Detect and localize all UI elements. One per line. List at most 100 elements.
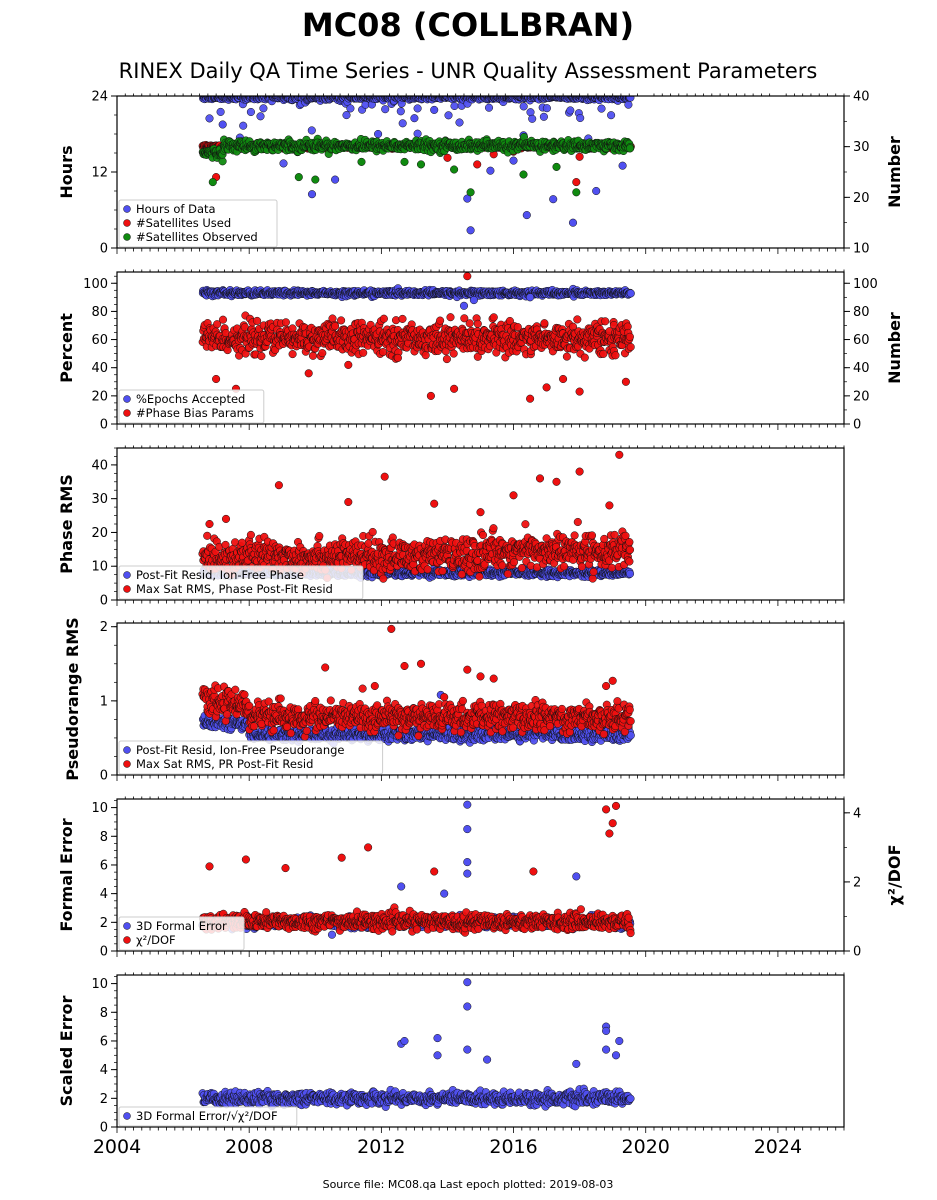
point-green [625,144,635,153]
point-blue [246,107,255,117]
point-red [505,316,514,326]
outlier-point-green [466,188,475,197]
point-blue [342,111,351,120]
point-red [318,349,327,358]
point-blue [526,108,535,117]
outlier-point-red [426,391,435,400]
outlier-point-green [416,160,426,169]
y-tick-label-right: 10 [853,242,870,257]
y-tick-label: 0 [100,242,108,257]
figure-subtitle: RINEX Daily QA Time Series - UNR Quality… [119,59,818,83]
y-axis-label-right: Number [885,136,904,208]
legend-entry: #Satellites Used [136,216,231,230]
outlier-point-red [212,374,221,384]
figure-title: MC08 (COLLBRAN) [302,6,634,44]
point-red [398,314,407,323]
y-tick-label: 24 [91,90,108,105]
point-blue [216,107,225,116]
outlier-point-blue [509,156,518,165]
outlier-point-red [344,360,353,369]
point-red [379,314,388,323]
outlier-point-blue [526,293,535,302]
point-blue [528,114,537,123]
legend-marker [123,205,131,213]
outlier-point-blue [430,105,439,114]
point-blue [279,159,288,168]
y-tick-label: 12 [91,166,108,181]
point-red [331,322,340,331]
y-tick-label-right: 40 [853,90,870,105]
point-blue [205,114,214,123]
legend-entry: %Epochs Accepted [136,392,245,406]
outlier-point-blue [466,226,475,235]
legend-marker [123,233,131,241]
legend: Hours of Data#Satellites Used#Satellites… [118,199,278,248]
legend-entry: Hours of Data [136,202,216,216]
y-tick-label-right: 20 [853,389,870,404]
y-tick-label-right: 40 [853,361,870,376]
legend-entry: #Phase Bias Params [136,406,254,420]
points-panel-3 [198,450,635,583]
outlier-point-red [443,153,452,162]
outlier-point-blue [463,194,472,203]
outlier-point-green [450,165,459,174]
outlier-point-red [575,152,584,161]
point-red [611,351,620,360]
y-tick-label: 60 [91,333,108,348]
point-red [573,315,582,324]
point-red [465,319,474,328]
point-red [213,320,222,329]
outlier-point-red [473,160,482,169]
outlier-point-red [393,353,402,362]
outlier-point-green [208,178,217,187]
outlier-point-red [559,374,568,384]
legend-marker [123,409,131,417]
outlier-point-red [572,178,581,187]
point-red [218,315,228,324]
point-red [473,352,482,361]
outlier-point-red [526,394,535,403]
y-tick-label: 80 [91,305,108,320]
outlier-point-blue [486,166,495,175]
legend-entry: #Satellites Observed [136,230,258,244]
outlier-point-blue [218,120,227,129]
point-red [391,316,401,325]
point-blue [239,121,248,130]
point-red [601,317,610,326]
point-blue [607,111,616,120]
point-red [253,316,262,325]
point-red [580,353,589,362]
outlier-point-blue [592,186,601,196]
outlier-point-red [621,377,630,386]
point-red [442,355,451,364]
outlier-point-blue [410,114,419,123]
outlier-point-green [519,170,528,179]
point-red [513,323,522,332]
points-panel-2 [198,272,635,403]
point-red [281,318,290,327]
point-blue [542,104,551,113]
point-blue [346,104,355,113]
point-red [460,314,469,323]
point-red [449,349,458,358]
y-tick-label-right: 20 [853,191,870,206]
outlier-point-blue [374,129,383,139]
point-blue [626,96,635,102]
point-blue [259,104,268,113]
y-tick-label-right: 60 [853,333,870,348]
outlier-point-red [304,369,313,378]
point-red [257,352,266,361]
y-tick-label-right: 30 [853,140,870,155]
point-red [436,316,445,325]
outlier-point-red [463,272,472,281]
point-red [288,350,297,359]
outlier-point-blue [522,211,531,220]
point-blue [398,119,407,128]
outlier-point-green [400,157,409,166]
point-red [446,313,455,322]
point-blue [624,100,633,109]
legend-marker [123,395,131,403]
